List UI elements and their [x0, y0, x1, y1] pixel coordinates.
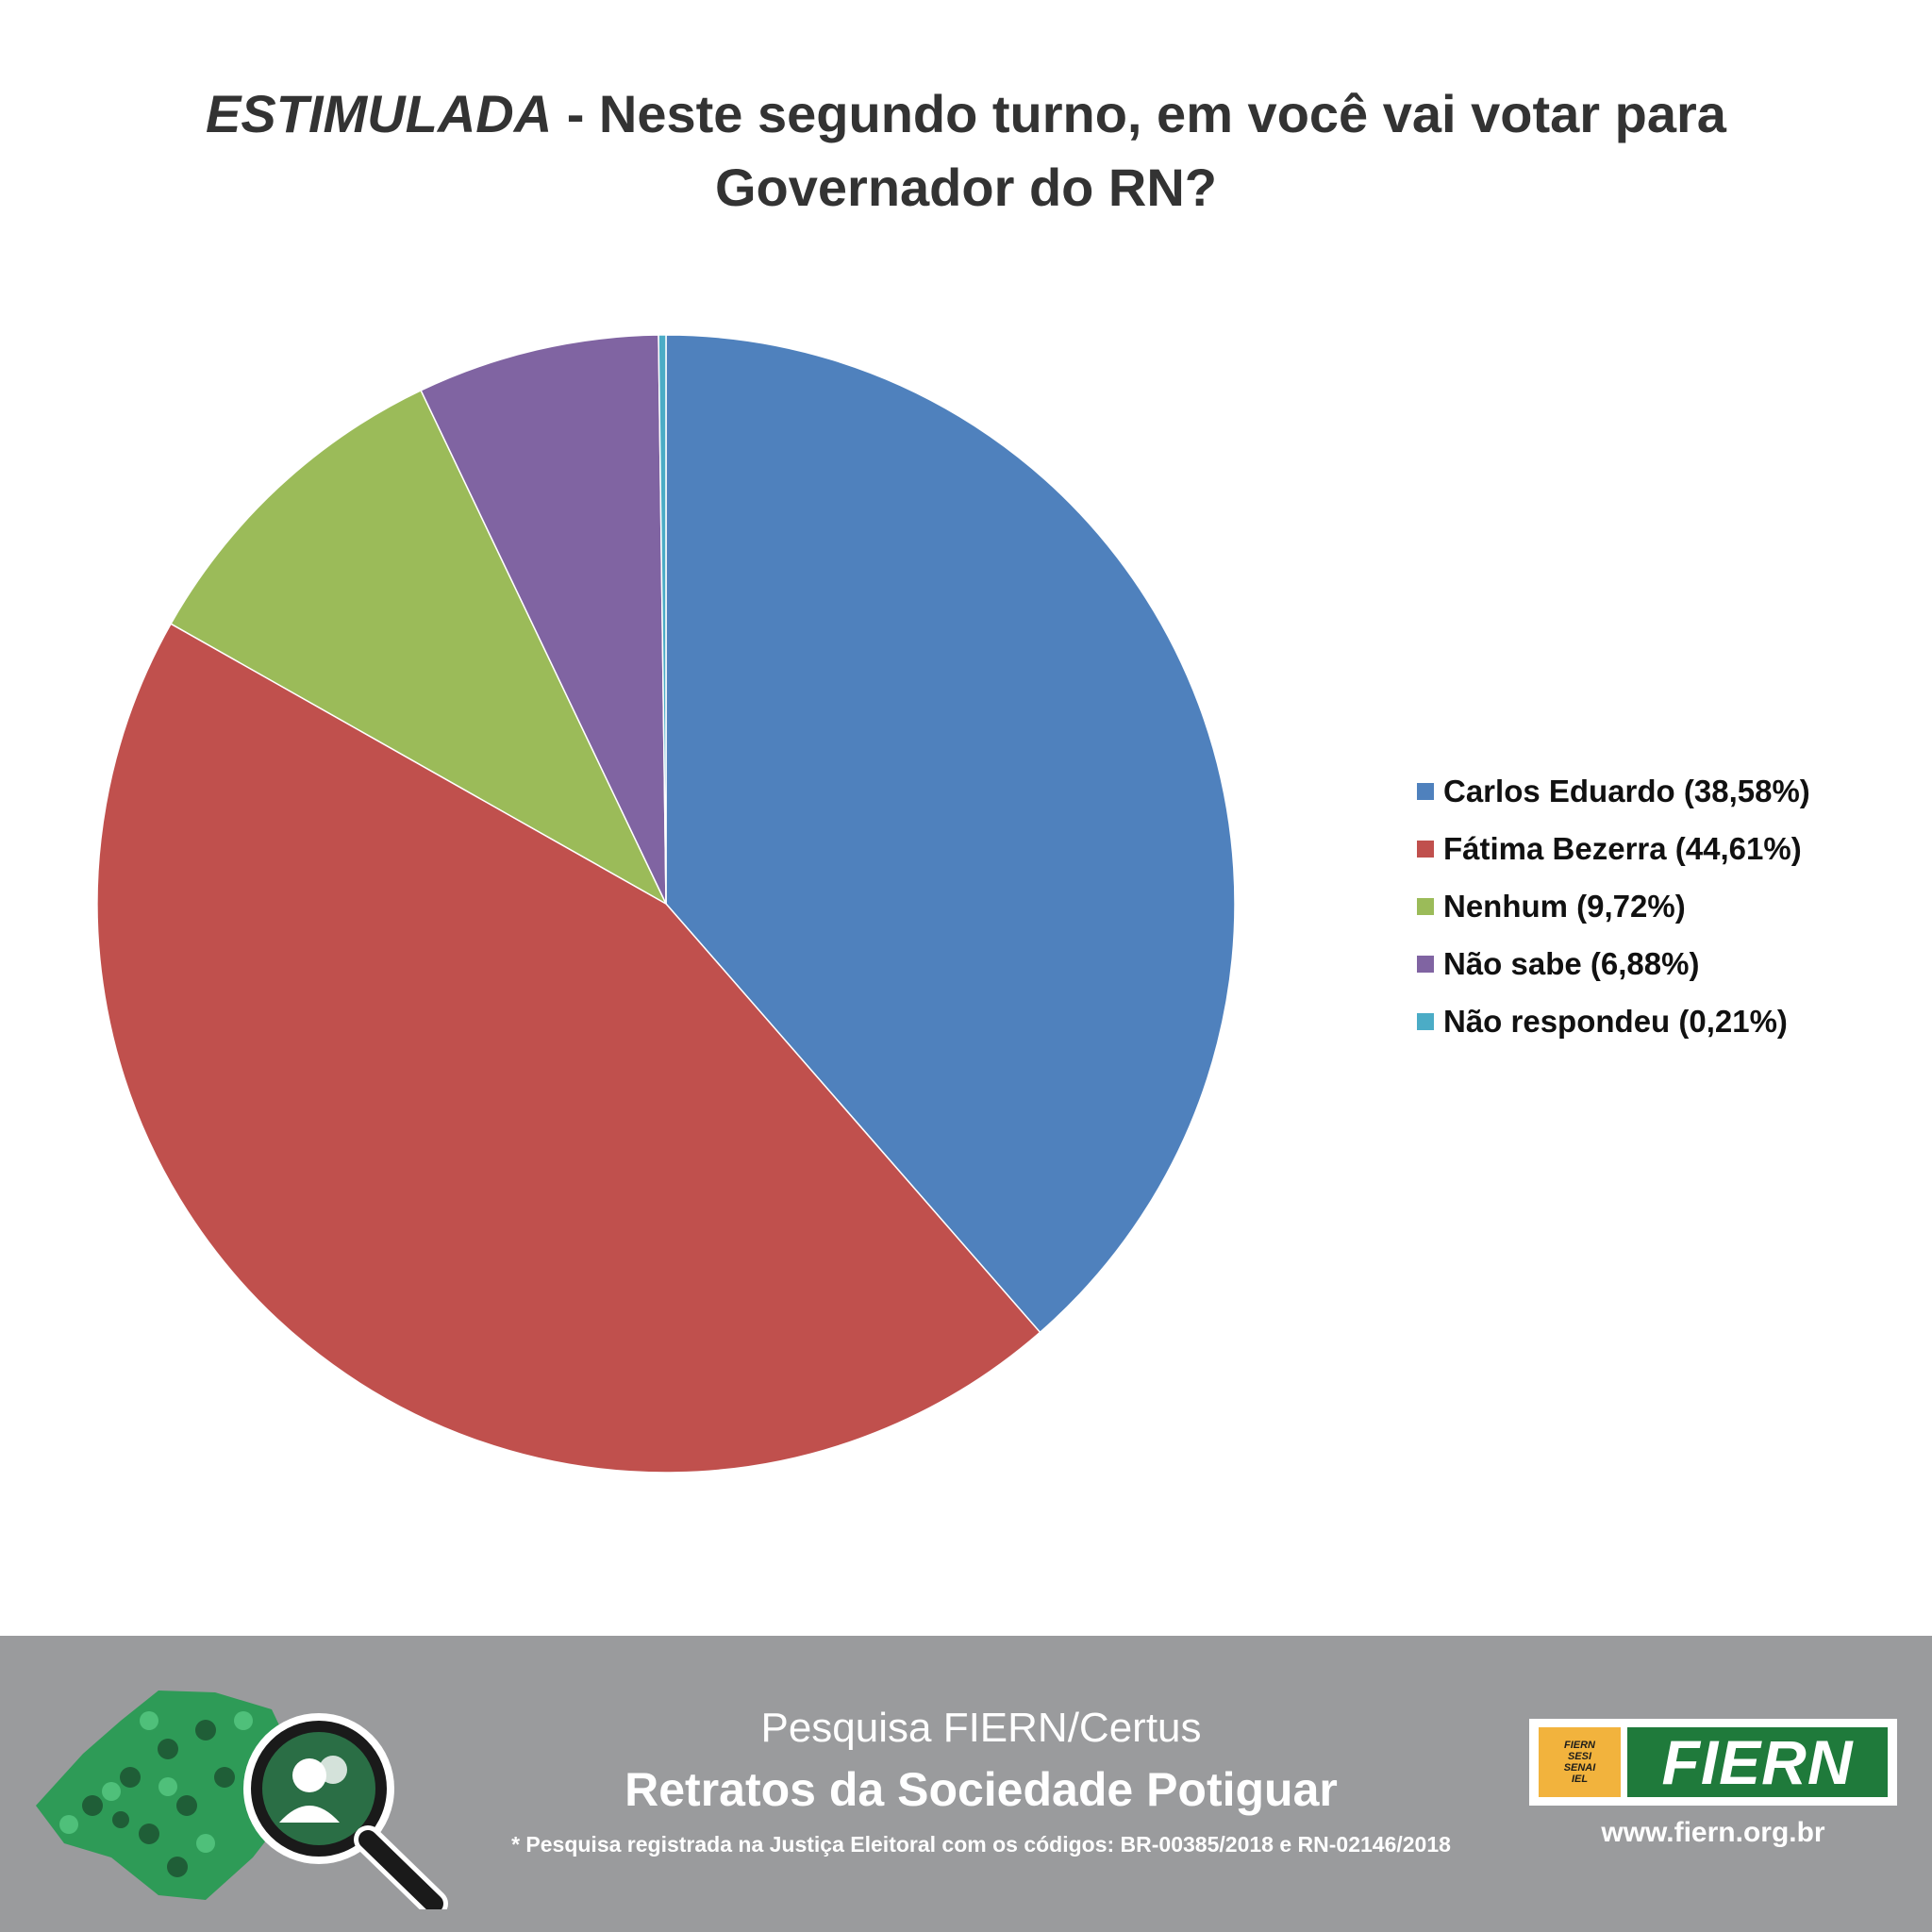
legend-swatch — [1417, 782, 1434, 800]
legend-label: Não respondeu (0,21%) — [1443, 1003, 1788, 1039]
fiern-logo-name: FIERN — [1661, 1727, 1854, 1797]
fiern-logo-wordmark: FIERN — [1627, 1727, 1888, 1797]
legend-label: Carlos Eduardo (38,58%) — [1443, 773, 1810, 808]
pie-slice-2 — [170, 389, 668, 906]
legend-swatch — [1417, 1012, 1434, 1030]
fiern-logo-line: IEL — [1571, 1774, 1589, 1785]
magnifier-people-map-icon — [36, 1690, 448, 1909]
chart-title-emphasis: ESTIMULADA — [206, 84, 553, 143]
legend-swatch — [1417, 955, 1434, 973]
pie-slice-4 — [658, 334, 667, 905]
legend-label: Não sabe (6,88%) — [1443, 945, 1700, 981]
footer-note: * Pesquisa registrada na Justiça Eleitor… — [511, 1832, 1451, 1857]
fiern-logo-badge: FIERN SESI SENAI IEL — [1539, 1727, 1621, 1797]
chart-title: ESTIMULADA - Neste segundo turno, em voc… — [94, 77, 1838, 225]
legend-label: Fátima Bezerra (44,61%) — [1443, 830, 1802, 866]
legend-item: Carlos Eduardo (38,58%) — [1417, 762, 1810, 820]
legend-item: Nenhum (9,72%) — [1417, 877, 1810, 935]
fiern-logo-line: FIERN — [1564, 1740, 1595, 1751]
fiern-url: www.fiern.org.br — [1601, 1817, 1825, 1848]
pie-chart — [96, 334, 1236, 1474]
fiern-logo-line: SENAI — [1563, 1762, 1596, 1774]
legend-item: Não sabe (6,88%) — [1417, 935, 1810, 992]
footer-title: Retratos da Sociedade Potiguar — [625, 1763, 1338, 1816]
fiern-logo: FIERN SESI SENAI IEL FIERN — [1529, 1719, 1897, 1806]
legend-swatch — [1417, 840, 1434, 858]
legend: Carlos Eduardo (38,58%) Fátima Bezerra (4… — [1417, 762, 1810, 1050]
pie-slice-0 — [665, 334, 1236, 1334]
legend-item: Fátima Bezerra (44,61%) — [1417, 820, 1810, 877]
legend-item: Não respondeu (0,21%) — [1417, 992, 1810, 1050]
footer: Pesquisa FIERN/Certus Retratos da Socied… — [0, 1636, 1932, 1932]
footer-subtitle: Pesquisa FIERN/Certus — [760, 1705, 1202, 1751]
pie-slice-3 — [420, 334, 667, 905]
chart-title-text: - Neste segundo turno, em você vai votar… — [552, 84, 1726, 143]
chart-title-line2: Governador do RN? — [714, 158, 1218, 217]
legend-swatch — [1417, 897, 1434, 915]
fiern-logo-line: SESI — [1567, 1751, 1592, 1762]
legend-label: Nenhum (9,72%) — [1443, 888, 1686, 924]
pie-slice-1 — [96, 623, 1041, 1474]
